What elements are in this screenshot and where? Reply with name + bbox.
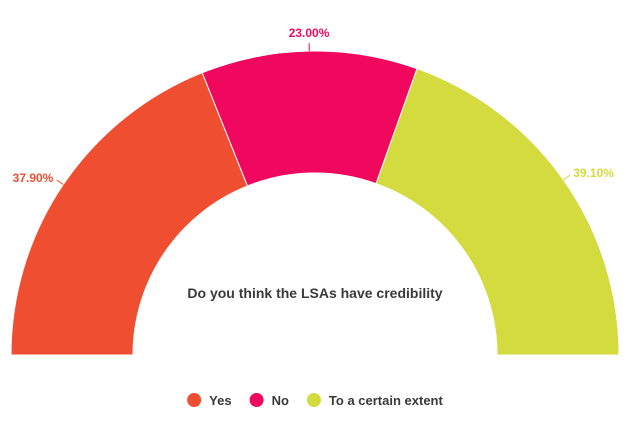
legend-swatch <box>187 393 202 407</box>
legend-label: No <box>272 393 289 408</box>
legend-swatch <box>306 393 321 407</box>
value-label-no: 23.00% <box>289 26 330 40</box>
slice-to-a-certain-extent <box>375 68 620 356</box>
legend-label: To a certain extent <box>329 393 444 408</box>
leader-line-to-a-certain-extent <box>563 174 571 181</box>
chart-title: Do you think the LSAs have credibility <box>187 285 442 301</box>
legend-item-yes[interactable]: Yes <box>187 393 232 408</box>
leader-line-yes <box>56 179 64 185</box>
legend-label: Yes <box>209 393 231 408</box>
legend-item-no[interactable]: No <box>249 393 289 408</box>
legend-swatch <box>249 393 264 407</box>
chart-legend: Yes No To a certain extent <box>187 393 444 408</box>
chart-slices <box>10 50 620 356</box>
value-label-to-a-certain-extent: 39.10% <box>573 166 614 180</box>
slice-yes <box>10 72 249 356</box>
value-label-yes: 37.90% <box>13 171 54 185</box>
chart-value-labels: 37.90% 23.00% 39.10% <box>13 26 614 185</box>
legend-item-to-a-certain-extent[interactable]: To a certain extent <box>306 393 444 408</box>
